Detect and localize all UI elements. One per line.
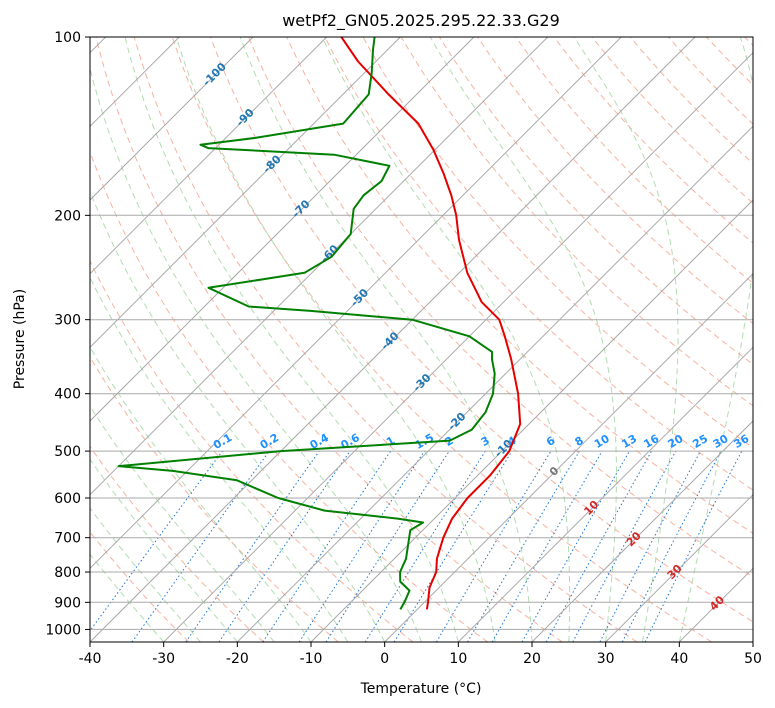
moist-adiabat-line — [321, 37, 571, 642]
isotherm-line — [90, 37, 475, 422]
isotherm-line — [457, 346, 753, 642]
isotherm-line — [90, 37, 254, 201]
y-tick-label: 900 — [54, 595, 81, 611]
y-tick-label: 200 — [54, 208, 81, 224]
dry-adiabats — [90, 37, 753, 642]
dewpoint-profile-line — [117, 37, 496, 610]
isotherm-line — [90, 37, 401, 349]
moist-adiabats — [90, 37, 753, 642]
isotherm-line — [163, 51, 753, 642]
dry-adiabat-line — [286, 37, 753, 534]
mixing-ratio-line — [644, 450, 743, 642]
dry-adiabat-line — [210, 37, 753, 623]
x-tick-label: 40 — [670, 651, 688, 667]
y-tick-label: 500 — [54, 444, 81, 460]
moist-adiabat-line — [429, 37, 617, 642]
y-tick-label: 300 — [54, 313, 81, 329]
x-tick-label: -20 — [226, 651, 249, 667]
y-tick-label: 400 — [54, 387, 81, 403]
plot-frame — [89, 36, 754, 643]
mixing-ratio-line — [325, 450, 450, 642]
dry-adiabat-line — [171, 37, 712, 642]
mixing-ratio-line — [572, 450, 677, 642]
isotherm-line — [236, 125, 753, 642]
sounding-profiles — [117, 37, 522, 610]
dry-adiabat-line — [90, 445, 264, 642]
x-tick-label: 0 — [380, 651, 389, 667]
temperature-profile-line — [340, 37, 522, 610]
moist-adiabat-line — [573, 37, 679, 642]
mixing-ratio-lines — [90, 450, 743, 642]
x-tick-label: -40 — [79, 651, 102, 667]
y-tick-label: 1000 — [45, 622, 81, 638]
moist-adiabat-line — [90, 276, 349, 642]
y-tick-label: 700 — [54, 531, 81, 547]
dry-adiabat-line — [248, 37, 753, 578]
isotherm-line — [90, 37, 622, 570]
mixing-ratio-line — [90, 450, 223, 632]
x-axis-label: Temperature (°C) — [360, 681, 482, 697]
mixing-ratio-line — [218, 450, 351, 642]
y-tick-label: 800 — [54, 565, 81, 581]
y-tick-label: 600 — [54, 491, 81, 507]
y-axis-label: Pressure (hPa) — [12, 289, 28, 389]
plot-background — [90, 37, 753, 642]
x-tick-label: -30 — [152, 651, 175, 667]
dry-adiabat-line — [90, 356, 339, 642]
dry-adiabat-line — [90, 259, 414, 642]
isotherm-line — [531, 420, 753, 642]
moist-adiabat-line — [678, 37, 753, 642]
x-tick-label: -10 — [300, 651, 323, 667]
isotherm-line — [310, 199, 753, 642]
moist-adiabat-line — [90, 553, 165, 642]
dry-adiabat-line — [95, 37, 563, 642]
isotherm-line — [90, 37, 328, 275]
dry-adiabat-line — [515, 37, 753, 284]
moist-adiabat-line — [90, 507, 201, 642]
isotherm-line — [752, 641, 753, 642]
pressure-gridlines — [90, 37, 753, 630]
y-tick-label: 100 — [54, 30, 81, 46]
moist-adiabat-line — [90, 458, 238, 642]
isotherms — [90, 37, 753, 642]
isotherm-line — [90, 37, 549, 496]
moist-adiabat-line — [124, 37, 459, 642]
x-tick-label: 10 — [449, 651, 467, 667]
mixing-ratio-line — [521, 450, 630, 642]
isotherm-line — [384, 272, 753, 642]
mixing-ratio-line — [298, 450, 425, 642]
moist-adiabat-line — [90, 405, 275, 642]
isotherm-line — [90, 37, 696, 642]
x-tick-label: 20 — [523, 651, 541, 667]
chart-title: wetPf2_GN05.2025.295.22.33.G29 — [282, 11, 560, 31]
mixing-ratio-line — [393, 450, 513, 642]
moist-adiabat-line — [175, 37, 496, 642]
y-axis-ticks: 100 200 300 400 500 600 700 800 900 1000 — [45, 30, 90, 638]
dry-adiabat-line — [324, 37, 753, 491]
moist-adiabat-line — [90, 66, 422, 642]
x-tick-label: 30 — [597, 651, 615, 667]
mixing-ratio-line — [131, 450, 270, 642]
mixing-ratio-line — [545, 450, 653, 642]
isotherm-line — [605, 493, 753, 642]
moist-adiabat-line — [239, 37, 533, 642]
mixing-ratio-line — [185, 450, 320, 642]
x-tick-label: 50 — [744, 651, 762, 667]
x-axis-ticks: -40 -30 -20 -10 0 10 20 30 40 50 — [79, 642, 762, 667]
mixing-ratio-line — [262, 450, 392, 642]
moist-adiabat-line — [90, 189, 386, 642]
